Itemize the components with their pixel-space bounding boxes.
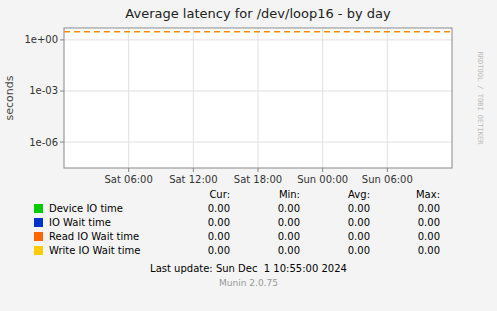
y-axis-label: seconds bbox=[3, 75, 16, 120]
table-value: 0.00 bbox=[278, 231, 300, 242]
table-value: 0.00 bbox=[278, 203, 300, 214]
x-tick-label: Sat 18:00 bbox=[234, 174, 282, 185]
table-value: 0.00 bbox=[208, 217, 230, 228]
table-value: 0.00 bbox=[418, 203, 440, 214]
table-value: 0.00 bbox=[208, 231, 230, 242]
y-tick-label: 1e-03 bbox=[29, 85, 58, 96]
table-header: Avg: bbox=[348, 189, 370, 200]
x-tick bbox=[258, 168, 259, 172]
x-grid-line bbox=[193, 28, 194, 168]
x-tick bbox=[322, 168, 323, 172]
legend-entry: IO Wait time bbox=[49, 217, 111, 228]
marks bbox=[64, 31, 452, 32]
x-grid-line bbox=[128, 28, 129, 168]
x-tick bbox=[193, 168, 194, 172]
x-tick bbox=[128, 168, 129, 172]
x-grid-line bbox=[387, 28, 388, 168]
plot-frame bbox=[64, 28, 452, 168]
grid bbox=[64, 28, 452, 168]
x-tick-label: Sun 00:00 bbox=[297, 174, 348, 185]
y-tick-label: 1e+00 bbox=[24, 34, 58, 45]
plot-area bbox=[64, 28, 452, 168]
x-tick-label: Sun 06:00 bbox=[362, 174, 413, 185]
legend-entry: Device IO time bbox=[49, 203, 123, 214]
table-header: Cur: bbox=[209, 189, 230, 200]
table-value: 0.00 bbox=[418, 217, 440, 228]
x-grid-line bbox=[322, 28, 323, 168]
y-grid-line bbox=[64, 39, 452, 40]
table-value: 0.00 bbox=[348, 231, 370, 242]
last-update: Last update: Sun Dec 1 10:55:00 2024 bbox=[150, 263, 347, 274]
table-value: 0.00 bbox=[208, 203, 230, 214]
x-grid-line bbox=[258, 28, 259, 168]
table-value: 0.00 bbox=[278, 245, 300, 256]
y-grid-line bbox=[64, 142, 452, 143]
legend-swatch bbox=[34, 232, 43, 241]
table-value: 0.00 bbox=[348, 203, 370, 214]
chart: Average latency for /dev/loop16 - by day… bbox=[0, 0, 497, 311]
table-value: 0.00 bbox=[418, 231, 440, 242]
background bbox=[0, 0, 497, 311]
legend-swatch bbox=[34, 246, 43, 255]
y-tick bbox=[60, 142, 64, 143]
legend-swatch bbox=[34, 218, 43, 227]
y-tick-label: 1e-06 bbox=[29, 137, 58, 148]
table-header: Min: bbox=[279, 189, 300, 200]
x-tick-label: Sat 06:00 bbox=[104, 174, 152, 185]
table-value: 0.00 bbox=[278, 217, 300, 228]
y-tick bbox=[60, 39, 64, 40]
title: Average latency for /dev/loop16 - by day bbox=[125, 6, 391, 21]
reference-line bbox=[64, 31, 452, 33]
footer: Munin 2.0.75 bbox=[219, 278, 278, 288]
watermark: RRDTOOL / TOBI OETIKER bbox=[476, 52, 484, 146]
y-tick bbox=[60, 90, 64, 91]
table-value: 0.00 bbox=[348, 217, 370, 228]
legend-entry: Write IO Wait time bbox=[49, 245, 140, 256]
table-value: 0.00 bbox=[348, 245, 370, 256]
x-tick bbox=[387, 168, 388, 172]
y-grid-line bbox=[64, 90, 452, 91]
table-header: Max: bbox=[416, 189, 440, 200]
x-tick-label: Sat 12:00 bbox=[169, 174, 217, 185]
table-value: 0.00 bbox=[208, 245, 230, 256]
legend-entry: Read IO Wait time bbox=[49, 231, 139, 242]
legend-swatch bbox=[34, 204, 43, 213]
table-value: 0.00 bbox=[418, 245, 440, 256]
